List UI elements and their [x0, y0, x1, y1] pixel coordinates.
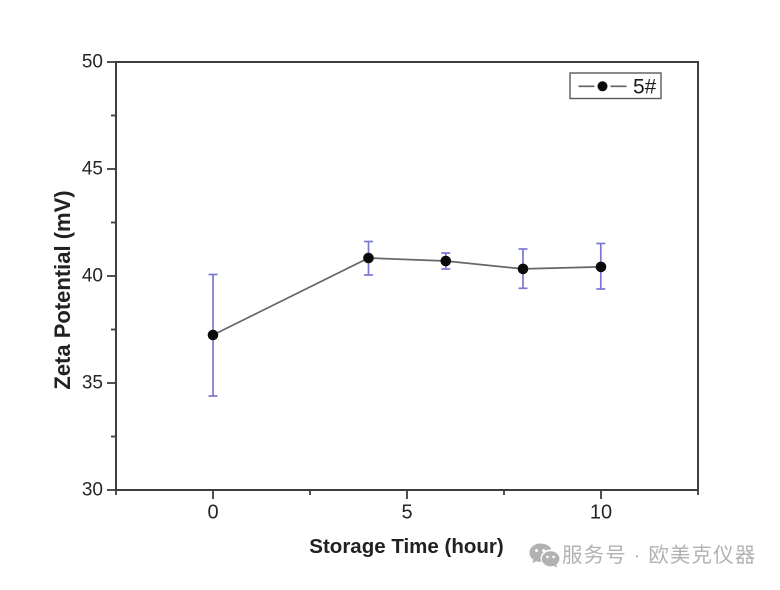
svg-text:35: 35	[82, 373, 103, 394]
svg-text:Storage Time (hour): Storage Time (hour)	[309, 535, 503, 558]
svg-text:45: 45	[82, 159, 103, 180]
svg-text:服务号 · 欧美克仪器: 服务号 · 欧美克仪器	[562, 544, 756, 567]
svg-text:Zeta Potential (mV): Zeta Potential (mV)	[50, 190, 75, 389]
svg-text:10: 10	[590, 502, 612, 524]
svg-text:50: 50	[82, 52, 103, 73]
svg-text:40: 40	[82, 266, 103, 287]
svg-text:5: 5	[401, 502, 412, 524]
svg-text:30: 30	[82, 480, 103, 501]
svg-text:5#: 5#	[633, 76, 657, 99]
svg-text:0: 0	[207, 502, 218, 524]
